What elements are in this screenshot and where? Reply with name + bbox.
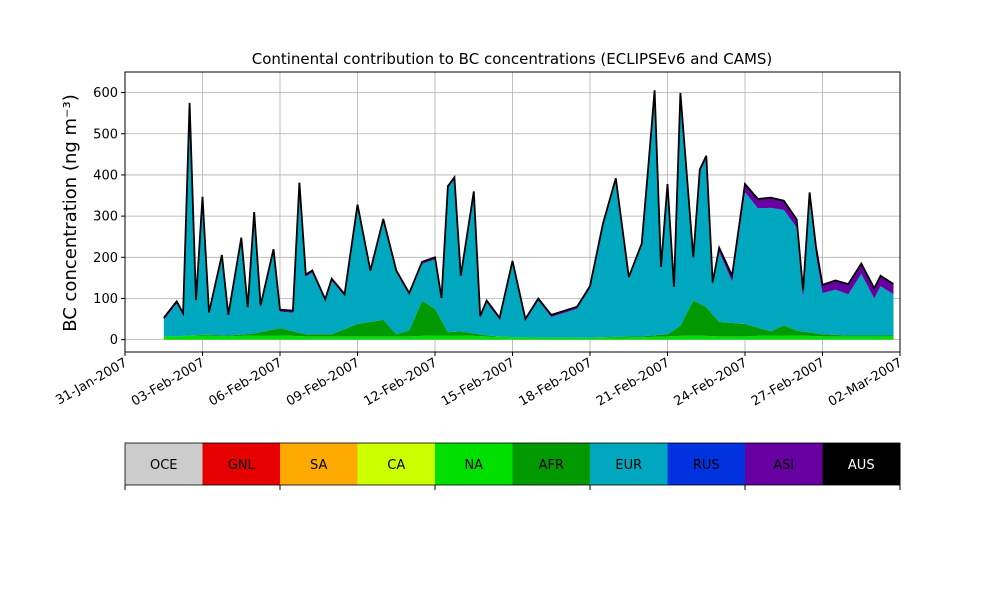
- legend-label-aus: AUS: [848, 458, 875, 473]
- legend-label-asi: ASI: [773, 458, 794, 473]
- y-tick-label: 0: [110, 333, 118, 348]
- x-tick-label: 03-Feb-2007: [129, 355, 208, 409]
- y-axis-label: BC concentration (ng m⁻³): [60, 94, 81, 332]
- legend-label-ca: CA: [387, 458, 405, 473]
- legend-swatch-sa: [280, 443, 358, 485]
- area-eur: [163, 92, 894, 338]
- x-tick-label: 09-Feb-2007: [284, 355, 363, 409]
- x-tick-label: 24-Feb-2007: [671, 355, 750, 409]
- x-tick-label: 18-Feb-2007: [516, 355, 595, 409]
- legend-label-rus: RUS: [693, 458, 720, 473]
- legend-label-oce: OCE: [150, 458, 178, 473]
- legend-swatch-ca: [357, 443, 436, 485]
- legend-label-gnl: GNL: [228, 458, 256, 473]
- y-axis: 0 100 200 300 400 500 600: [93, 86, 125, 348]
- legend-colorbar: OCE GNL SA CA NA AFR EUR RUS ASI AUS: [124, 442, 901, 490]
- chart-title: Continental contribution to BC concentra…: [252, 50, 773, 68]
- x-axis: 31-Jan-200703-Feb-200706-Feb-200709-Feb-…: [53, 352, 905, 410]
- y-tick-label: 300: [93, 210, 118, 225]
- legend-swatch-oce: [125, 443, 203, 485]
- y-tick-label: 400: [93, 168, 118, 183]
- area-na: [163, 335, 894, 340]
- x-tick-label: 06-Feb-2007: [206, 355, 285, 409]
- legend-swatch-rus: [667, 443, 746, 485]
- total-line-layer: [163, 90, 894, 322]
- legend-swatch-na: [435, 443, 513, 485]
- x-tick-label: 31-Jan-2007: [53, 355, 130, 408]
- legend-swatch-aus: [822, 443, 901, 485]
- legend-swatch-afr: [512, 443, 591, 485]
- total-line: [163, 90, 894, 322]
- legend-label-afr: AFR: [539, 458, 564, 473]
- legend-swatch-asi: [745, 443, 823, 485]
- x-tick-label: 15-Feb-2007: [439, 355, 518, 409]
- x-tick-label: 27-Feb-2007: [749, 355, 828, 409]
- x-tick-label: 02-Mar-2007: [826, 355, 905, 409]
- legend-frame: [124, 442, 901, 486]
- x-tick-label: 12-Feb-2007: [361, 355, 440, 409]
- legend-label-na: NA: [464, 458, 483, 473]
- legend-label-eur: EUR: [615, 458, 642, 473]
- legend-swatch-gnl: [202, 443, 281, 485]
- stacked-areas: [163, 90, 894, 340]
- legend-label-sa: SA: [310, 458, 327, 473]
- y-tick-label: 500: [93, 127, 118, 142]
- y-tick-label: 600: [93, 86, 118, 101]
- area-afr: [163, 300, 894, 338]
- x-tick-label: 21-Feb-2007: [594, 355, 673, 409]
- y-tick-label: 100: [93, 292, 118, 307]
- legend-swatch-eur: [590, 443, 668, 485]
- y-tick-label: 200: [93, 251, 118, 266]
